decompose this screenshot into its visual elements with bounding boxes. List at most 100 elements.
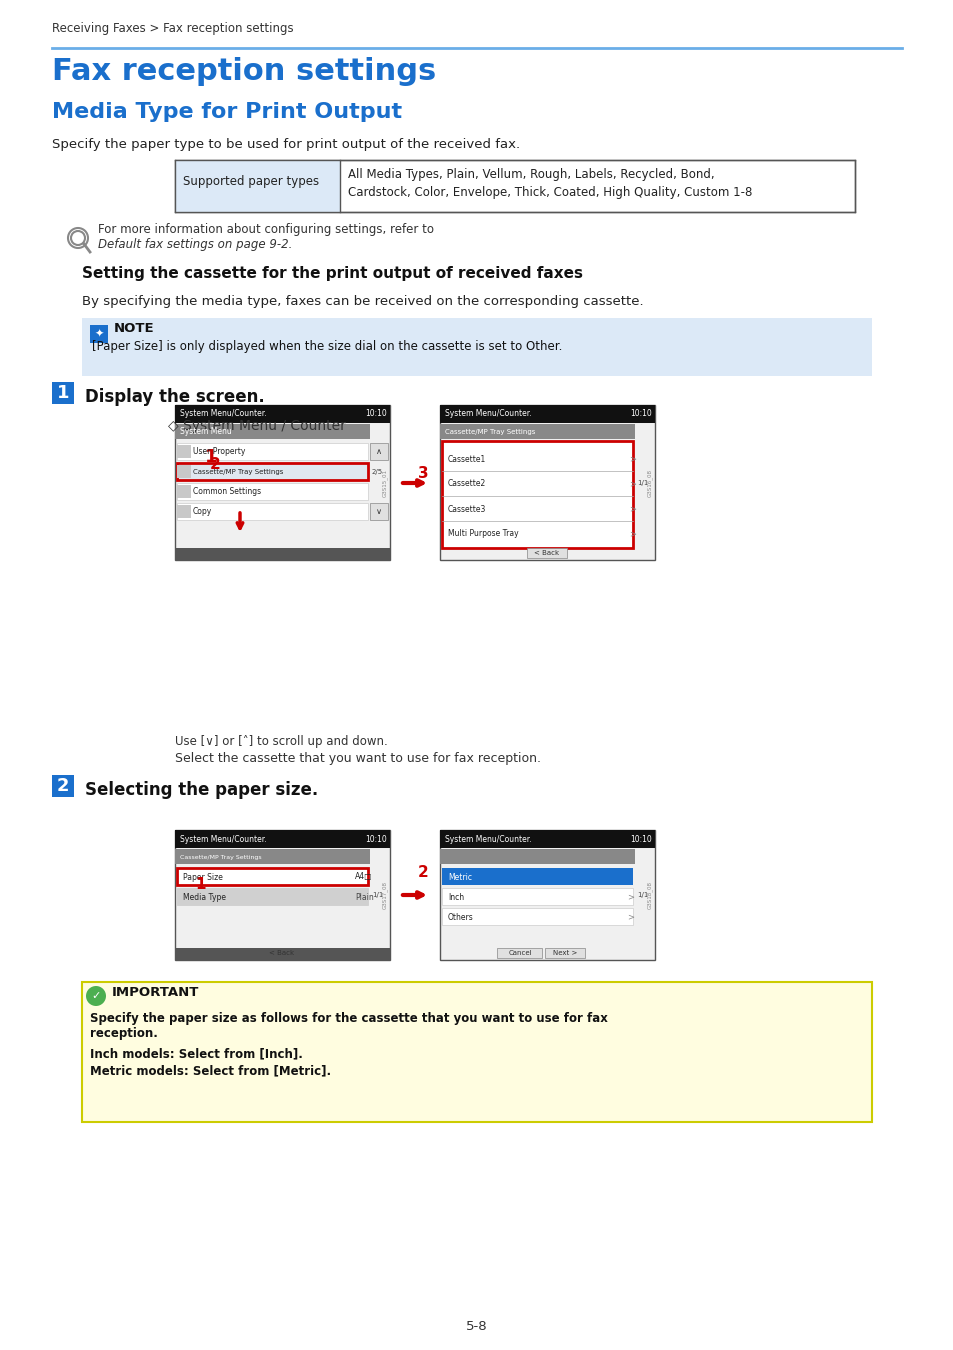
FancyBboxPatch shape [177, 463, 368, 481]
Text: Cassette1: Cassette1 [448, 455, 486, 463]
FancyBboxPatch shape [177, 485, 191, 498]
Text: >: > [628, 505, 636, 513]
Text: Media Type for Print Output: Media Type for Print Output [52, 103, 402, 122]
Text: Display the screen.: Display the screen. [85, 387, 265, 406]
FancyBboxPatch shape [177, 504, 368, 520]
Text: ∨: ∨ [375, 508, 381, 517]
FancyBboxPatch shape [177, 464, 191, 478]
Text: System Menu: System Menu [180, 428, 232, 436]
Text: 1: 1 [56, 383, 70, 402]
Text: ✦: ✦ [94, 329, 104, 339]
FancyBboxPatch shape [544, 948, 584, 958]
Text: Use [∨] or [˄] to scroll up and down.: Use [∨] or [˄] to scroll up and down. [174, 734, 387, 748]
Text: Paper Size: Paper Size [183, 872, 223, 882]
Text: 10:10: 10:10 [365, 834, 386, 844]
FancyBboxPatch shape [174, 424, 370, 439]
Text: 2: 2 [210, 458, 220, 472]
FancyBboxPatch shape [177, 446, 191, 458]
FancyBboxPatch shape [439, 849, 635, 864]
Text: >: > [628, 455, 636, 463]
Text: reception.: reception. [90, 1027, 157, 1040]
Text: G3S15_01: G3S15_01 [382, 468, 388, 497]
FancyBboxPatch shape [439, 405, 655, 560]
Text: < Back: < Back [269, 950, 294, 956]
FancyBboxPatch shape [177, 868, 368, 886]
Text: Cassette/MP Tray Settings: Cassette/MP Tray Settings [180, 855, 261, 860]
FancyBboxPatch shape [52, 382, 74, 404]
Text: 5-8: 5-8 [466, 1320, 487, 1332]
Text: Inch models: Select from [Inch].: Inch models: Select from [Inch]. [90, 1048, 302, 1060]
Text: 3: 3 [417, 466, 428, 481]
Text: Select the cassette that you want to use for fax reception.: Select the cassette that you want to use… [174, 752, 540, 765]
Circle shape [71, 231, 85, 244]
Text: Receiving Faxes > Fax reception settings: Receiving Faxes > Fax reception settings [52, 22, 294, 35]
FancyBboxPatch shape [174, 405, 390, 423]
Text: By specifying the media type, faxes can be received on the corresponding cassett: By specifying the media type, faxes can … [82, 296, 643, 308]
FancyBboxPatch shape [439, 405, 655, 423]
Text: Cassette2: Cassette2 [448, 479, 486, 489]
Circle shape [86, 986, 106, 1006]
Text: < Back: < Back [534, 549, 559, 556]
Text: 10:10: 10:10 [365, 409, 386, 418]
FancyBboxPatch shape [441, 441, 633, 548]
Text: Media Type: Media Type [183, 892, 226, 902]
Circle shape [234, 475, 245, 485]
Text: ◇ System Menu / Counter: ◇ System Menu / Counter [168, 418, 346, 433]
Text: Copy: Copy [193, 508, 212, 517]
FancyBboxPatch shape [439, 830, 655, 848]
FancyBboxPatch shape [174, 830, 390, 960]
Text: 2: 2 [417, 865, 428, 880]
Text: >: > [626, 913, 634, 922]
Text: Supported paper types: Supported paper types [183, 176, 319, 188]
Circle shape [220, 460, 260, 500]
Circle shape [227, 467, 253, 493]
Text: >: > [626, 892, 634, 902]
FancyBboxPatch shape [441, 868, 633, 886]
Text: 2/5: 2/5 [372, 468, 383, 475]
Text: IMPORTANT: IMPORTANT [112, 987, 199, 999]
Text: User Property: User Property [193, 447, 245, 456]
Text: System Menu/Counter.: System Menu/Counter. [180, 834, 266, 844]
Text: Specify the paper size as follows for the cassette that you want to use for fax: Specify the paper size as follows for th… [90, 1012, 607, 1025]
Text: Metric models: Select from [Metric].: Metric models: Select from [Metric]. [90, 1064, 331, 1077]
FancyBboxPatch shape [370, 443, 388, 460]
Text: Cassette/MP Tray Settings: Cassette/MP Tray Settings [193, 468, 283, 475]
Text: 10:10: 10:10 [629, 409, 651, 418]
Text: 1/1: 1/1 [637, 892, 648, 898]
FancyBboxPatch shape [177, 505, 191, 518]
Text: Cancel: Cancel [508, 950, 531, 956]
Text: >: > [628, 479, 636, 489]
Text: Metric: Metric [448, 872, 472, 882]
Text: Default fax settings on page 9-2.: Default fax settings on page 9-2. [98, 238, 292, 251]
FancyBboxPatch shape [174, 849, 370, 864]
FancyBboxPatch shape [441, 888, 633, 905]
Text: Cassette3: Cassette3 [448, 505, 486, 513]
FancyBboxPatch shape [90, 325, 108, 343]
FancyBboxPatch shape [439, 830, 655, 960]
Text: G3S17_08: G3S17_08 [382, 882, 388, 909]
Text: System Menu/Counter.: System Menu/Counter. [444, 834, 531, 844]
Text: >: > [628, 529, 636, 539]
Text: ✓: ✓ [91, 991, 101, 1000]
FancyBboxPatch shape [177, 888, 368, 905]
Text: For more information about configuring settings, refer to: For more information about configuring s… [98, 223, 437, 236]
Text: G3S16_08: G3S16_08 [646, 468, 652, 497]
FancyBboxPatch shape [52, 775, 74, 796]
FancyBboxPatch shape [497, 948, 541, 958]
FancyBboxPatch shape [439, 424, 635, 439]
Text: Others: Others [448, 913, 474, 922]
Text: G3S18_08: G3S18_08 [646, 882, 652, 909]
Text: Selecting the paper size.: Selecting the paper size. [85, 782, 318, 799]
Text: 2: 2 [56, 778, 70, 795]
FancyBboxPatch shape [370, 504, 388, 520]
FancyBboxPatch shape [174, 161, 854, 212]
FancyBboxPatch shape [174, 830, 390, 848]
Text: Inch: Inch [448, 892, 464, 902]
FancyBboxPatch shape [177, 443, 368, 460]
Text: 10:10: 10:10 [629, 834, 651, 844]
FancyBboxPatch shape [82, 981, 871, 1122]
Text: 1/1: 1/1 [637, 481, 648, 486]
Text: ∧: ∧ [375, 447, 381, 456]
Text: [Paper Size] is only displayed when the size dial on the cassette is set to Othe: [Paper Size] is only displayed when the … [91, 340, 561, 352]
Text: System Menu/Counter.: System Menu/Counter. [444, 409, 531, 418]
